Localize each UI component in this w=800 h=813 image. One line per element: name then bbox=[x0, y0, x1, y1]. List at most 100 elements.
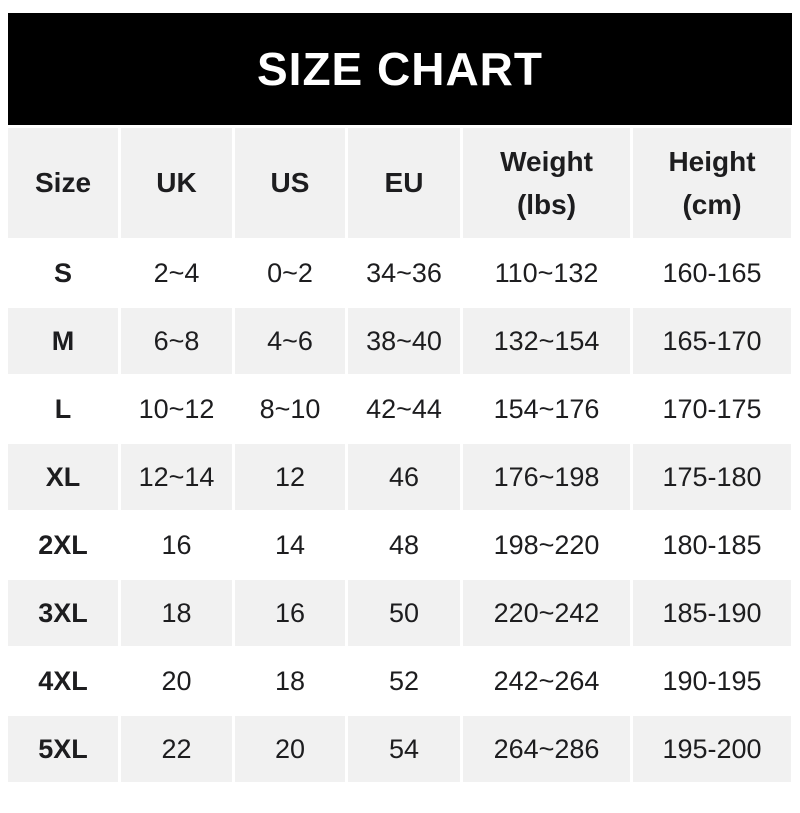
cell-value: L bbox=[54, 393, 72, 424]
cell-XL-eu: 46 bbox=[348, 444, 460, 510]
cell-value: 8~10 bbox=[259, 393, 321, 424]
cell-3XL-eu: 50 bbox=[348, 580, 460, 646]
cell-value: 160-165 bbox=[662, 257, 762, 288]
cell-value: 4XL bbox=[38, 665, 88, 696]
cell-value: 42~44 bbox=[366, 393, 442, 424]
cell-value: M bbox=[51, 325, 75, 356]
cell-value: 165-170 bbox=[662, 325, 762, 356]
header-label-line: (cm) bbox=[682, 189, 742, 220]
cell-3XL-us: 16 bbox=[235, 580, 345, 646]
cell-value: 264~286 bbox=[493, 733, 600, 764]
cell-value: 198~220 bbox=[493, 529, 600, 560]
cell-4XL-height-cm: 190-195 bbox=[633, 648, 791, 714]
cell-S-weight-lbs: 110~132 bbox=[463, 240, 630, 306]
cell-value: XL bbox=[45, 461, 81, 492]
cell-L-us: 8~10 bbox=[235, 376, 345, 442]
cell-value: 16 bbox=[161, 529, 192, 560]
header-label-line: US bbox=[270, 167, 310, 199]
cell-value: 170-175 bbox=[662, 393, 762, 424]
cell-value: 195-200 bbox=[662, 733, 762, 764]
cell-value: 12 bbox=[274, 461, 306, 492]
row-label-4XL: 4XL bbox=[8, 648, 118, 714]
cell-4XL-eu: 52 bbox=[348, 648, 460, 714]
header-label-line: Height bbox=[668, 145, 756, 177]
cell-S-eu: 34~36 bbox=[348, 240, 460, 306]
header-label-line: UK bbox=[156, 167, 197, 199]
header-cell-us: US bbox=[235, 128, 345, 238]
cell-L-eu: 42~44 bbox=[348, 376, 460, 442]
header-label-line: (lbs) bbox=[516, 189, 577, 220]
cell-value: 175-180 bbox=[662, 461, 762, 492]
title-banner: SIZE CHART bbox=[8, 13, 792, 125]
cell-2XL-height-cm: 180-185 bbox=[633, 512, 791, 578]
row-label-S: S bbox=[8, 240, 118, 306]
cell-XL-weight-lbs: 176~198 bbox=[463, 444, 630, 510]
cell-M-weight-lbs: 132~154 bbox=[463, 308, 630, 374]
cell-2XL-uk: 16 bbox=[121, 512, 232, 578]
cell-S-height-cm: 160-165 bbox=[633, 240, 791, 306]
cell-M-us: 4~6 bbox=[235, 308, 345, 374]
cell-value: 38~40 bbox=[366, 325, 442, 356]
cell-value: 0~2 bbox=[267, 257, 313, 288]
cell-value: 6~8 bbox=[153, 325, 200, 356]
cell-value: 46 bbox=[388, 461, 420, 492]
page-title: SIZE CHART bbox=[257, 43, 543, 95]
cell-value: S bbox=[53, 257, 72, 288]
cell-value: 190-195 bbox=[662, 665, 762, 696]
cell-value: 14 bbox=[274, 529, 306, 560]
cell-M-height-cm: 165-170 bbox=[633, 308, 791, 374]
row-label-5XL: 5XL bbox=[8, 716, 118, 782]
cell-value: 50 bbox=[388, 597, 420, 628]
cell-XL-uk: 12~14 bbox=[121, 444, 232, 510]
cell-2XL-eu: 48 bbox=[348, 512, 460, 578]
cell-value: 2~4 bbox=[153, 257, 200, 288]
cell-L-weight-lbs: 154~176 bbox=[463, 376, 630, 442]
row-label-XL: XL bbox=[8, 444, 118, 510]
header-cell-weight-lbs: Weight (lbs) bbox=[463, 128, 630, 238]
cell-value: 110~132 bbox=[494, 257, 599, 288]
cell-value: 54 bbox=[388, 733, 420, 764]
row-label-3XL: 3XL bbox=[8, 580, 118, 646]
cell-value: 18 bbox=[274, 665, 306, 696]
cell-value: 20 bbox=[274, 733, 306, 764]
cell-2XL-weight-lbs: 198~220 bbox=[463, 512, 630, 578]
cell-M-uk: 6~8 bbox=[121, 308, 232, 374]
cell-value: 18 bbox=[161, 597, 192, 628]
cell-5XL-us: 20 bbox=[235, 716, 345, 782]
cell-XL-height-cm: 175-180 bbox=[633, 444, 791, 510]
cell-3XL-uk: 18 bbox=[121, 580, 232, 646]
cell-value: 5XL bbox=[38, 733, 88, 764]
cell-value: 52 bbox=[388, 665, 420, 696]
cell-5XL-eu: 54 bbox=[348, 716, 460, 782]
cell-value: 154~176 bbox=[493, 393, 600, 424]
header-label-line: Weight bbox=[500, 145, 593, 177]
cell-5XL-weight-lbs: 264~286 bbox=[463, 716, 630, 782]
cell-value: 12~14 bbox=[138, 461, 215, 492]
cell-L-uk: 10~12 bbox=[121, 376, 232, 442]
cell-value: 220~242 bbox=[493, 597, 600, 628]
header-cell-size: Size bbox=[8, 128, 118, 238]
row-label-L: L bbox=[8, 376, 118, 442]
cell-4XL-us: 18 bbox=[235, 648, 345, 714]
cell-value: 132~154 bbox=[493, 325, 600, 356]
cell-value: 242~264 bbox=[493, 665, 600, 696]
cell-value: 22 bbox=[161, 733, 192, 764]
cell-value: 185-190 bbox=[662, 597, 762, 628]
cell-S-uk: 2~4 bbox=[121, 240, 232, 306]
cell-M-eu: 38~40 bbox=[348, 308, 460, 374]
cell-XL-us: 12 bbox=[235, 444, 345, 510]
cell-3XL-height-cm: 185-190 bbox=[633, 580, 791, 646]
cell-value: 10~12 bbox=[138, 393, 215, 424]
cell-value: 48 bbox=[388, 529, 420, 560]
header-cell-height-cm: Height (cm) bbox=[633, 128, 791, 238]
row-label-M: M bbox=[8, 308, 118, 374]
header-label-line: EU bbox=[384, 167, 424, 199]
cell-value: 20 bbox=[161, 665, 192, 696]
header-label-line: Size bbox=[34, 167, 92, 199]
cell-4XL-uk: 20 bbox=[121, 648, 232, 714]
cell-value: 2XL bbox=[38, 529, 88, 560]
cell-value: 4~6 bbox=[267, 325, 313, 356]
size-chart-page: SIZE CHART Size UK US EU Weight (lbs) Height (c… bbox=[0, 13, 800, 813]
cell-3XL-weight-lbs: 220~242 bbox=[463, 580, 630, 646]
header-cell-uk: UK bbox=[121, 128, 232, 238]
